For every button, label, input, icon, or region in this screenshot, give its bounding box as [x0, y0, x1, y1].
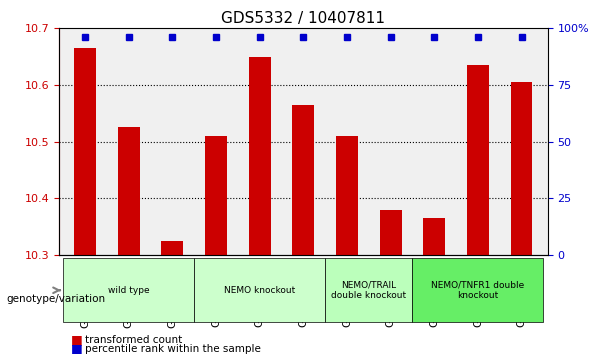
Text: ■: ■	[71, 342, 82, 354]
Bar	[161, 241, 183, 255]
Text: NEMO/TNFR1 double
knockout: NEMO/TNFR1 double knockout	[431, 281, 525, 300]
Text: transformed count: transformed count	[85, 335, 183, 345]
FancyBboxPatch shape	[194, 258, 325, 322]
Bar	[205, 136, 227, 255]
Bar	[292, 105, 315, 255]
Bar	[423, 218, 445, 255]
Bar	[336, 136, 358, 255]
Text: wild type: wild type	[108, 286, 150, 295]
Text: ■: ■	[71, 333, 82, 346]
Text: genotype/variation: genotype/variation	[6, 294, 105, 304]
Text: NEMO/TRAIL
double knockout: NEMO/TRAIL double knockout	[331, 281, 406, 300]
Bar	[74, 48, 96, 255]
FancyBboxPatch shape	[325, 258, 412, 322]
Bar	[511, 82, 532, 255]
Title: GDS5332 / 10407811: GDS5332 / 10407811	[221, 11, 385, 26]
Bar	[249, 57, 270, 255]
Text: percentile rank within the sample: percentile rank within the sample	[85, 344, 262, 354]
Bar	[118, 127, 140, 255]
FancyBboxPatch shape	[412, 258, 544, 322]
Bar	[467, 65, 489, 255]
FancyBboxPatch shape	[63, 258, 194, 322]
Bar	[380, 210, 402, 255]
Text: NEMO knockout: NEMO knockout	[224, 286, 295, 295]
